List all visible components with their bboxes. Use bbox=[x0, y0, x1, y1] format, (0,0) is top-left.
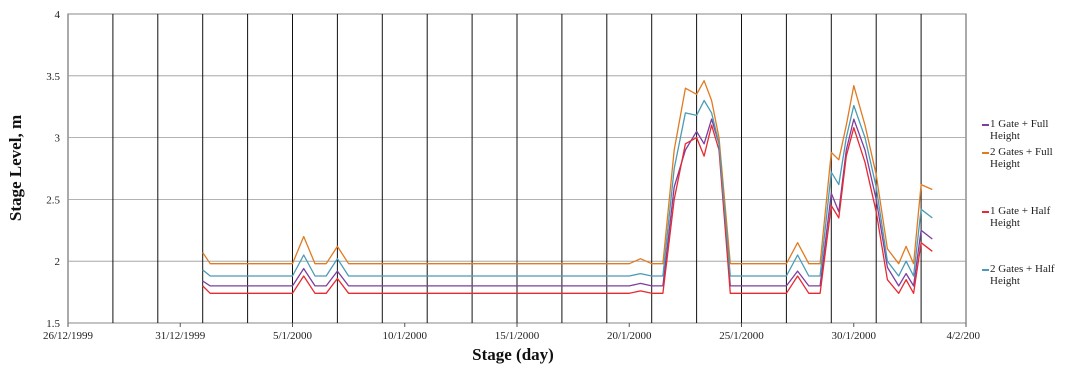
series-line-4 bbox=[202, 99, 933, 277]
x-tick-label-2: 5/1/2000 bbox=[273, 330, 313, 342]
series-line-2 bbox=[202, 80, 933, 265]
legend-item-4: 2 Gates + Half Height bbox=[982, 263, 1075, 287]
chart-series bbox=[202, 80, 933, 294]
legend-item-1: 1 Gate + Full Height bbox=[982, 118, 1075, 142]
legend-swatch-3 bbox=[982, 211, 989, 213]
y-axis-title: Stage Level, m bbox=[6, 115, 25, 221]
x-tick-label-6: 25/1/2000 bbox=[719, 330, 764, 342]
legend-label-2: 2 Gates + Full Height bbox=[990, 146, 1053, 170]
legend-label-1: 1 Gate + Full Height bbox=[990, 118, 1049, 142]
series-line-1 bbox=[202, 118, 933, 287]
chart-axes: 1.5 2 2.5 3 3.5 4 26/12/1999 31/12/1999 5/1/2000… bbox=[43, 9, 980, 342]
x-tick-label-4: 15/1/2000 bbox=[495, 330, 540, 342]
legend-label-4: 2 Gates + Half Height bbox=[990, 263, 1055, 287]
chart-grid bbox=[67, 13, 967, 324]
x-tick-label-5: 20/1/2000 bbox=[607, 330, 652, 342]
x-axis-title: Stage (day) bbox=[472, 345, 554, 364]
y-tick-label-2: 2.5 bbox=[46, 194, 60, 206]
legend-item-2: 2 Gates + Full Height bbox=[982, 146, 1075, 170]
series-line-3 bbox=[202, 124, 933, 294]
y-tick-label-1: 2 bbox=[55, 256, 61, 268]
x-tick-label-1: 31/12/1999 bbox=[155, 330, 206, 342]
x-tick-label-3: 10/1/2000 bbox=[382, 330, 427, 342]
legend-swatch-1 bbox=[982, 124, 989, 126]
legend-label-3: 1 Gate + Half Height bbox=[990, 205, 1051, 229]
legend-swatch-4 bbox=[982, 269, 989, 271]
y-tick-label-0: 1.5 bbox=[46, 318, 60, 330]
legend-swatch-2 bbox=[982, 152, 989, 154]
stage-level-chart: 1.5 2 2.5 3 3.5 4 26/12/1999 31/12/1999 5/1/2000… bbox=[6, 9, 980, 364]
legend-item-3: 1 Gate + Half Height bbox=[982, 205, 1075, 229]
y-tick-label-5: 4 bbox=[55, 9, 61, 21]
y-tick-label-3: 3 bbox=[55, 133, 61, 145]
x-tick-label-0: 26/12/1999 bbox=[43, 330, 94, 342]
x-tick-label-7: 30/1/2000 bbox=[831, 330, 876, 342]
y-tick-label-4: 3.5 bbox=[46, 71, 60, 83]
x-tick-label-8: 4/2/2000 bbox=[946, 330, 980, 342]
